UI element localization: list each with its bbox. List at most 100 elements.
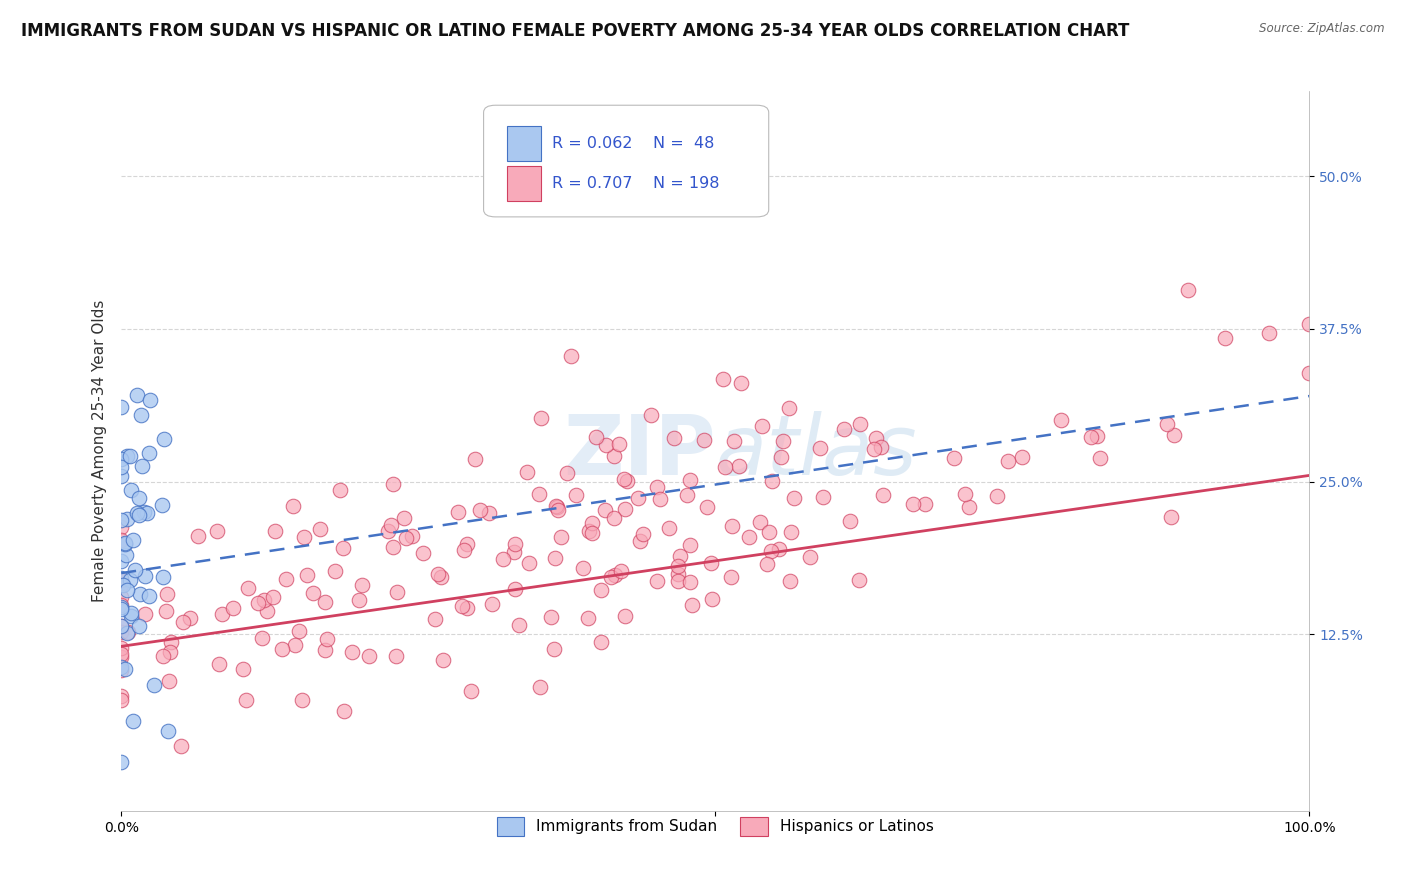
Point xyxy=(1160,509,1182,524)
Point xyxy=(143,678,166,692)
Point xyxy=(696,500,718,514)
Text: IMMIGRANTS FROM SUDAN VS HISPANIC OR LATINO FEMALE POVERTY AMONG 25-34 YEAR OLDS: IMMIGRANTS FROM SUDAN VS HISPANIC OR LAT… xyxy=(21,22,1129,40)
Point xyxy=(721,519,744,533)
Point xyxy=(957,500,980,515)
Point xyxy=(110,663,132,677)
Point xyxy=(591,635,613,649)
Point xyxy=(527,487,550,501)
Point xyxy=(849,417,872,432)
Point xyxy=(211,607,233,621)
Point xyxy=(152,648,174,663)
Point xyxy=(607,437,630,451)
Point xyxy=(110,602,132,616)
Point xyxy=(187,529,209,543)
Point xyxy=(700,592,723,607)
Point xyxy=(581,516,603,530)
Point xyxy=(432,653,454,667)
Point xyxy=(110,689,132,703)
Point xyxy=(481,597,503,611)
Point xyxy=(492,552,515,566)
Point xyxy=(903,497,925,511)
Point xyxy=(730,376,752,390)
Point xyxy=(110,641,132,656)
Point xyxy=(323,564,346,578)
Point xyxy=(125,506,148,520)
Point xyxy=(770,450,793,465)
Point xyxy=(139,392,162,407)
Point xyxy=(664,431,686,445)
Point xyxy=(761,475,783,489)
Point xyxy=(666,567,689,582)
Point xyxy=(430,570,453,584)
Point xyxy=(1213,330,1236,344)
Point xyxy=(839,514,862,528)
Point xyxy=(578,611,600,625)
Point xyxy=(314,594,336,608)
Point xyxy=(235,692,257,706)
Point xyxy=(460,683,482,698)
Point xyxy=(720,570,742,584)
Point xyxy=(110,599,132,614)
Point xyxy=(692,433,714,447)
Point xyxy=(127,388,149,402)
Point xyxy=(128,508,150,523)
FancyBboxPatch shape xyxy=(508,126,540,161)
Point xyxy=(247,595,270,609)
Text: ZIP: ZIP xyxy=(562,410,716,491)
Point xyxy=(114,662,136,676)
Point xyxy=(120,573,142,587)
Point xyxy=(381,477,404,491)
Point xyxy=(648,492,671,507)
Point xyxy=(679,538,702,552)
Point xyxy=(516,465,538,479)
Point xyxy=(865,431,887,445)
Point xyxy=(120,449,142,463)
Point xyxy=(529,680,551,694)
Point xyxy=(110,554,132,568)
Point xyxy=(772,434,794,448)
Point xyxy=(157,674,180,689)
Point xyxy=(115,512,138,526)
Point xyxy=(799,550,821,565)
Point xyxy=(347,593,370,607)
Point xyxy=(603,511,626,525)
Point xyxy=(456,537,478,551)
Point xyxy=(503,582,526,596)
Point xyxy=(997,453,1019,467)
Point xyxy=(616,475,638,489)
Point xyxy=(1050,413,1073,427)
Point xyxy=(863,442,886,456)
Point xyxy=(640,408,662,422)
Point xyxy=(1080,430,1102,444)
Point xyxy=(114,536,136,550)
Point xyxy=(832,421,855,435)
Point xyxy=(711,371,734,385)
Point xyxy=(110,650,132,665)
Point xyxy=(110,624,132,639)
Point xyxy=(811,490,834,504)
Point xyxy=(447,505,470,519)
Point xyxy=(681,598,703,612)
Point xyxy=(159,645,181,659)
Point xyxy=(124,563,146,577)
Point xyxy=(451,599,474,614)
Point xyxy=(122,714,145,729)
Point xyxy=(464,452,486,467)
Point xyxy=(517,556,540,570)
Point xyxy=(609,564,631,578)
Point xyxy=(315,632,337,647)
Point xyxy=(110,573,132,587)
Point xyxy=(262,590,284,604)
Point xyxy=(179,611,201,625)
Point xyxy=(350,578,373,592)
Text: R = 0.062    N =  48: R = 0.062 N = 48 xyxy=(553,136,714,151)
Text: atlas: atlas xyxy=(716,410,917,491)
Point xyxy=(453,543,475,558)
Point xyxy=(128,619,150,633)
Point xyxy=(156,587,179,601)
Point xyxy=(110,591,132,605)
Point xyxy=(676,488,699,502)
Point xyxy=(110,598,132,612)
Text: R = 0.707    N = 198: R = 0.707 N = 198 xyxy=(553,177,720,191)
Point xyxy=(117,624,139,639)
